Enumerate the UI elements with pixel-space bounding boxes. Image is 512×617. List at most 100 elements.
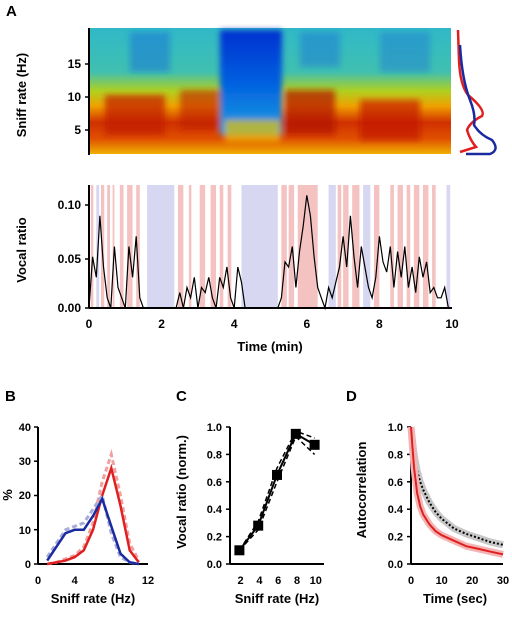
panel-label-b: B bbox=[5, 388, 16, 405]
state-stripe-red bbox=[136, 185, 140, 308]
panel-label-d: D bbox=[346, 388, 357, 405]
d-ytick-0.6: 0.6 bbox=[388, 477, 403, 489]
state-stripe-red bbox=[390, 185, 394, 308]
state-stripe-red bbox=[112, 185, 115, 308]
heatmap-ylabel: Sniff rate (Hz) bbox=[14, 53, 29, 138]
state-shading bbox=[90, 185, 451, 308]
state-stripe-red bbox=[422, 185, 429, 308]
heatmap-blue-region bbox=[220, 30, 282, 135]
d-xtick-20: 20 bbox=[466, 575, 478, 587]
b-xtick-0: 0 bbox=[35, 575, 41, 587]
c-ytick-0.6: 0.6 bbox=[207, 477, 222, 489]
c-dashed-line bbox=[238, 435, 316, 551]
state-stripe-red bbox=[397, 185, 403, 308]
c-ylabel: Vocal ratio (norm.) bbox=[174, 435, 189, 549]
d-ytick-0.8: 0.8 bbox=[388, 449, 403, 461]
d-ytick-0.4: 0.4 bbox=[388, 504, 404, 516]
d-line-red bbox=[410, 426, 504, 556]
c-ytick-0.2: 0.2 bbox=[207, 532, 222, 544]
b-ytick-0: 0 bbox=[25, 559, 31, 571]
d-series bbox=[407, 426, 504, 558]
c-point bbox=[253, 520, 264, 531]
b-dashed-line-red bbox=[46, 448, 141, 566]
state-stripe-blue bbox=[446, 185, 451, 308]
heatmap-ytick-5: 5 bbox=[74, 123, 81, 137]
state-stripe-red bbox=[219, 185, 224, 308]
panel-c-plot: 0.0 0.2 0.4 0.6 0.8 1.0 Vocal ratio (nor… bbox=[174, 422, 324, 606]
panel-d-axes: 0.0 0.2 0.4 0.6 0.8 1.0 Autocorrelation … bbox=[354, 422, 509, 606]
c-ytick-1.0: 1.0 bbox=[207, 422, 222, 434]
state-stripe-red bbox=[210, 185, 217, 308]
b-xtick-4: 4 bbox=[72, 575, 79, 587]
state-stripe-red bbox=[119, 185, 124, 308]
b-ytick-30: 30 bbox=[19, 456, 31, 468]
b-xlabel: Sniff rate (Hz) bbox=[51, 591, 136, 606]
heatmap-axes: 5 10 15 Sniff rate (Hz) bbox=[14, 28, 90, 155]
sniff-heatmap bbox=[89, 28, 451, 154]
b-xtick-8: 8 bbox=[108, 575, 114, 587]
state-stripe-red bbox=[127, 185, 133, 308]
c-xtick-4: 4 bbox=[256, 575, 263, 587]
d-xtick-10: 10 bbox=[436, 575, 448, 587]
c-ytick-0.0: 0.0 bbox=[207, 559, 222, 571]
side-distribution-blue bbox=[458, 44, 497, 156]
panel-c-axes: 0.0 0.2 0.4 0.6 0.8 1.0 Vocal ratio (nor… bbox=[174, 422, 324, 606]
c-point bbox=[290, 428, 301, 439]
b-dashed-line-blue bbox=[45, 491, 140, 566]
b-line-blue bbox=[46, 495, 140, 566]
c-xtick-6: 6 bbox=[275, 575, 281, 587]
state-stripe-blue bbox=[363, 185, 371, 308]
state-stripe-red bbox=[297, 185, 318, 308]
state-stripe-red bbox=[227, 185, 232, 308]
vocal-xtick-2: 2 bbox=[158, 317, 165, 331]
c-point bbox=[272, 469, 282, 480]
vocal-xlabel: Time (min) bbox=[237, 339, 303, 354]
vocal-xtick-10: 10 bbox=[445, 317, 459, 331]
d-ylabel: Autocorrelation bbox=[354, 442, 369, 539]
heatmap-ytick-15: 15 bbox=[68, 57, 82, 71]
state-stripe-red bbox=[188, 185, 192, 308]
state-stripe-red bbox=[373, 185, 380, 308]
c-point bbox=[234, 545, 245, 556]
heatmap-texture bbox=[105, 30, 430, 142]
vocal-ratio-line bbox=[88, 195, 452, 311]
vocal-xtick-6: 6 bbox=[303, 317, 310, 331]
state-stripe-red bbox=[177, 185, 184, 308]
c-ytick-0.8: 0.8 bbox=[207, 449, 222, 461]
vocal-ytick-0.10: 0.10 bbox=[58, 198, 82, 212]
c-xlabel: Sniff rate (Hz) bbox=[235, 591, 320, 606]
vocal-ytick-0.05: 0.05 bbox=[58, 252, 82, 266]
c-series bbox=[234, 428, 320, 556]
vocal-xtick-8: 8 bbox=[376, 317, 383, 331]
b-ylabel: % bbox=[0, 489, 15, 501]
vocal-xtick-4: 4 bbox=[231, 317, 238, 331]
state-stripe-red bbox=[281, 185, 287, 308]
panel-label-a: A bbox=[6, 3, 17, 20]
b-series bbox=[45, 448, 141, 566]
state-stripe-red bbox=[432, 185, 436, 308]
c-xtick-10: 10 bbox=[310, 575, 322, 587]
d-xlabel: Time (sec) bbox=[423, 591, 487, 606]
state-stripe-red bbox=[343, 185, 349, 308]
vocal-ratio-plot: 0.00 0.05 0.10 Vocal ratio 0 2 4 6 8 10 … bbox=[14, 185, 459, 354]
state-stripe-red bbox=[406, 185, 411, 308]
state-stripe-blue bbox=[147, 185, 175, 308]
state-stripe-red bbox=[413, 185, 420, 308]
panel-b-axes: 0 10 20 30 40 % 0 4 8 12 Sniff rate (Hz) bbox=[0, 422, 154, 606]
c-ytick-0.4: 0.4 bbox=[207, 504, 223, 516]
state-stripe-blue bbox=[328, 185, 336, 308]
state-stripe-red bbox=[199, 185, 206, 308]
state-stripe-red bbox=[107, 185, 111, 308]
d-ytick-1.0: 1.0 bbox=[388, 422, 403, 434]
b-ytick-40: 40 bbox=[19, 422, 31, 434]
b-line-red bbox=[46, 463, 140, 566]
heatmap-ytick-10: 10 bbox=[68, 90, 82, 104]
c-xtick-8: 8 bbox=[294, 575, 300, 587]
c-dashed-line bbox=[238, 430, 315, 551]
panel-b-plot: 0 10 20 30 40 % 0 4 8 12 Sniff rate (Hz) bbox=[0, 422, 154, 606]
d-xtick-30: 30 bbox=[497, 575, 509, 587]
state-stripe-red bbox=[337, 185, 342, 308]
d-xtick-0: 0 bbox=[408, 575, 414, 587]
c-point bbox=[309, 439, 320, 450]
